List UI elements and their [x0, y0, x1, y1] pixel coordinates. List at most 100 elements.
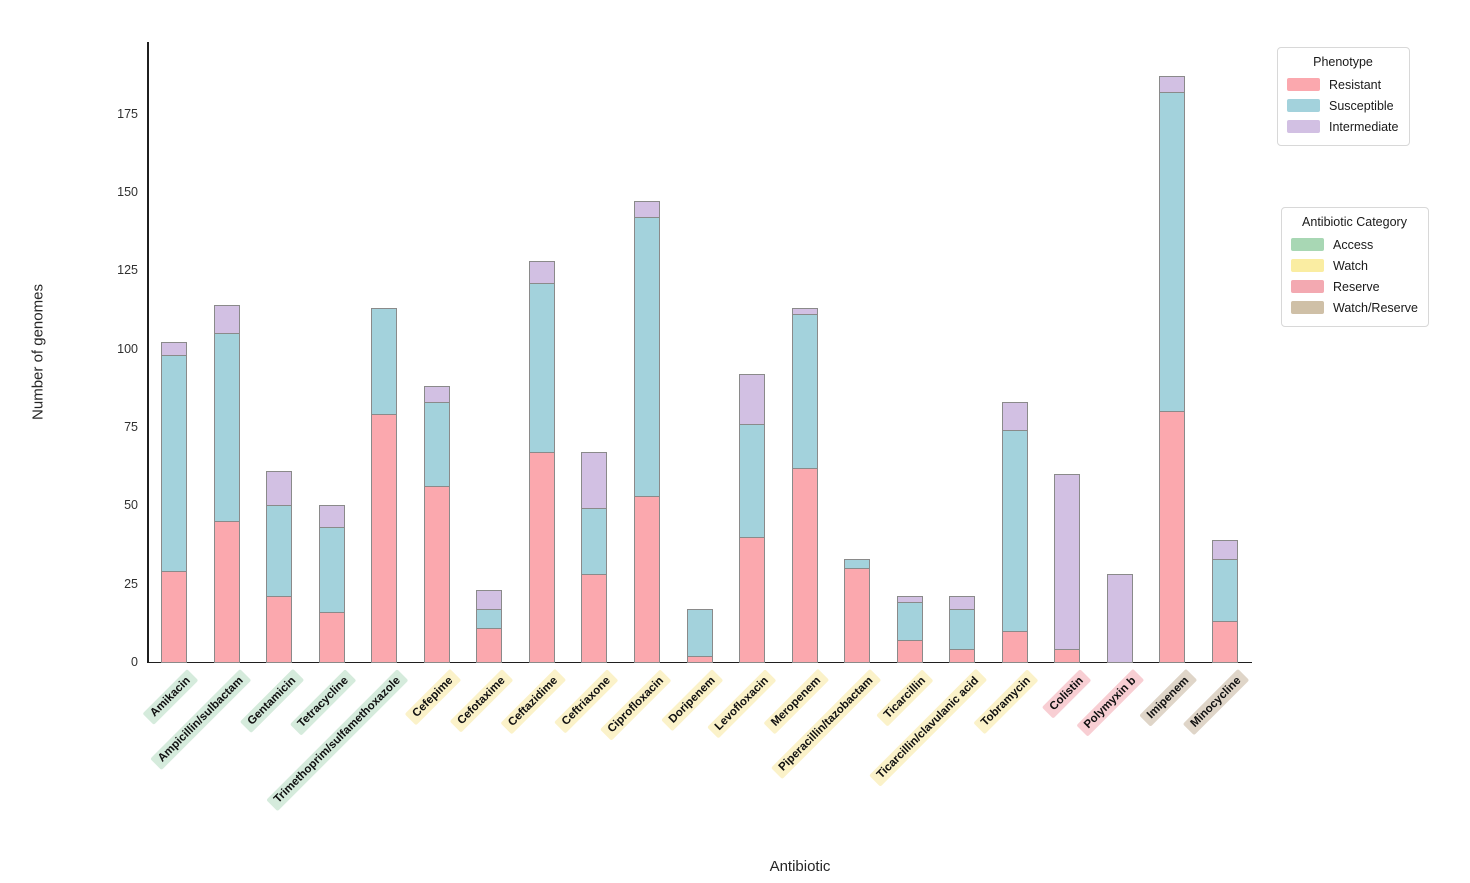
- bar-segment: [581, 574, 608, 663]
- y-tick-label: 0: [131, 655, 138, 669]
- bar-segment: [1001, 430, 1028, 632]
- bar-segment: [423, 401, 450, 488]
- bar-segment: [371, 414, 398, 663]
- bar-segment: [633, 201, 660, 218]
- legend-item: Watch: [1291, 255, 1418, 276]
- bar-segment: [213, 332, 240, 522]
- x-tick-label: Piperacillin/tazobactam: [771, 669, 882, 780]
- bar-segment: [739, 373, 766, 425]
- bar-segment: [949, 649, 976, 663]
- bar-segment: [1211, 558, 1238, 623]
- bar-segment: [1211, 539, 1238, 560]
- bar-segment: [318, 527, 345, 613]
- legend-item-label: Watch: [1333, 258, 1368, 273]
- bar-segment: [896, 602, 923, 642]
- bar-segment: [161, 354, 188, 573]
- bar-segment: [581, 452, 608, 510]
- bar-segment: [633, 495, 660, 663]
- bar-segment: [844, 558, 871, 569]
- bar-segment: [161, 571, 188, 663]
- legend-item-label: Intermediate: [1329, 119, 1399, 134]
- antibiotic-category-legend-items: Access Watch Reserve Watch/Reserve: [1291, 234, 1418, 318]
- phenotype-legend: Phenotype Resistant Susceptible Intermedia…: [1277, 47, 1410, 146]
- bar-segment: [896, 596, 923, 604]
- bar-segment: [1211, 621, 1238, 663]
- legend-swatch: [1287, 78, 1320, 91]
- bar-segment: [476, 589, 503, 610]
- bar-segment: [896, 640, 923, 663]
- legend-swatch: [1287, 120, 1320, 133]
- bar-segment: [266, 596, 293, 663]
- y-tick-label: 50: [124, 498, 138, 513]
- bar-segment: [686, 608, 713, 657]
- legend-item: Intermediate: [1287, 116, 1399, 137]
- legend-item: Resistant: [1287, 74, 1399, 95]
- y-axis-title: Number of genomes: [29, 284, 47, 420]
- bar-segment: [1159, 91, 1186, 413]
- bar-segment: [528, 452, 555, 663]
- y-tick-label: 75: [124, 419, 138, 434]
- bar-segment: [844, 567, 871, 663]
- legend-item: Access: [1291, 234, 1418, 255]
- bar-segment: [633, 216, 660, 497]
- legend-item-label: Susceptible: [1329, 98, 1394, 113]
- bar-segment: [423, 486, 450, 663]
- bar-segment: [949, 596, 976, 610]
- x-axis-title: Antibiotic: [769, 858, 831, 875]
- legend-item-label: Resistant: [1329, 77, 1382, 92]
- phenotype-legend-items: Resistant Susceptible Intermediate: [1287, 74, 1399, 137]
- bar-segment: [213, 520, 240, 663]
- legend-swatch: [1291, 280, 1324, 293]
- x-tick-label: Ticarcillin/clavulanic acid: [868, 669, 987, 787]
- x-tick-label: Colistin: [1041, 669, 1092, 719]
- bar-segment: [1159, 75, 1186, 93]
- bar-segment: [476, 608, 503, 629]
- bar-segment: [1159, 411, 1186, 663]
- bar-segment: [791, 314, 818, 469]
- legend-swatch: [1291, 238, 1324, 251]
- legend-item-label: Access: [1333, 237, 1374, 252]
- bar-segment: [1054, 473, 1081, 651]
- bar-segment: [528, 282, 555, 454]
- bar-segment: [1054, 649, 1081, 663]
- bar-segment: [949, 608, 976, 651]
- bar-segment: [1001, 630, 1028, 663]
- bar-segment: [371, 307, 398, 416]
- bar-segment: [318, 611, 345, 663]
- y-tick-label: 125: [117, 263, 138, 278]
- bar-segment: [213, 304, 240, 334]
- antibiotic-category-legend-title: Antibiotic Category: [1302, 215, 1407, 229]
- legend-item: Reserve: [1291, 276, 1418, 297]
- legend-item-label: Watch/Reserve: [1333, 300, 1418, 315]
- legend-swatch: [1287, 99, 1320, 112]
- y-tick-label: 175: [117, 106, 138, 121]
- bar-segment: [791, 307, 818, 316]
- bar-segment: [1106, 574, 1133, 663]
- x-tick-label: Ampicillin/sulbactam: [149, 669, 252, 771]
- legend-swatch: [1291, 301, 1324, 314]
- bar-segment: [739, 536, 766, 663]
- x-tick-label: Amikacin: [142, 669, 199, 725]
- legend-item: Susceptible: [1287, 95, 1399, 116]
- bar-segment: [1001, 401, 1028, 432]
- bar-segment: [161, 342, 188, 356]
- bar-segment: [528, 260, 555, 284]
- bar-segment: [581, 508, 608, 576]
- bar-segment: [739, 423, 766, 538]
- bar-segment: [686, 655, 713, 663]
- bar-segment: [791, 467, 818, 663]
- bar-segment: [266, 505, 293, 598]
- legend-swatch: [1291, 259, 1324, 272]
- y-axis-spine: [147, 42, 149, 663]
- legend-item: Watch/Reserve: [1291, 297, 1418, 318]
- bar-segment: [318, 505, 345, 529]
- y-tick-label: 150: [117, 184, 138, 199]
- y-tick-label: 25: [124, 576, 138, 591]
- y-tick-label: 100: [117, 341, 138, 356]
- bar-segment: [266, 470, 293, 507]
- antibiotic-category-legend: Antibiotic Category Access Watch Reserve Wa…: [1281, 207, 1429, 327]
- legend-item-label: Reserve: [1333, 279, 1380, 294]
- phenotype-legend-title: Phenotype: [1313, 55, 1373, 69]
- bar-segment: [423, 386, 450, 403]
